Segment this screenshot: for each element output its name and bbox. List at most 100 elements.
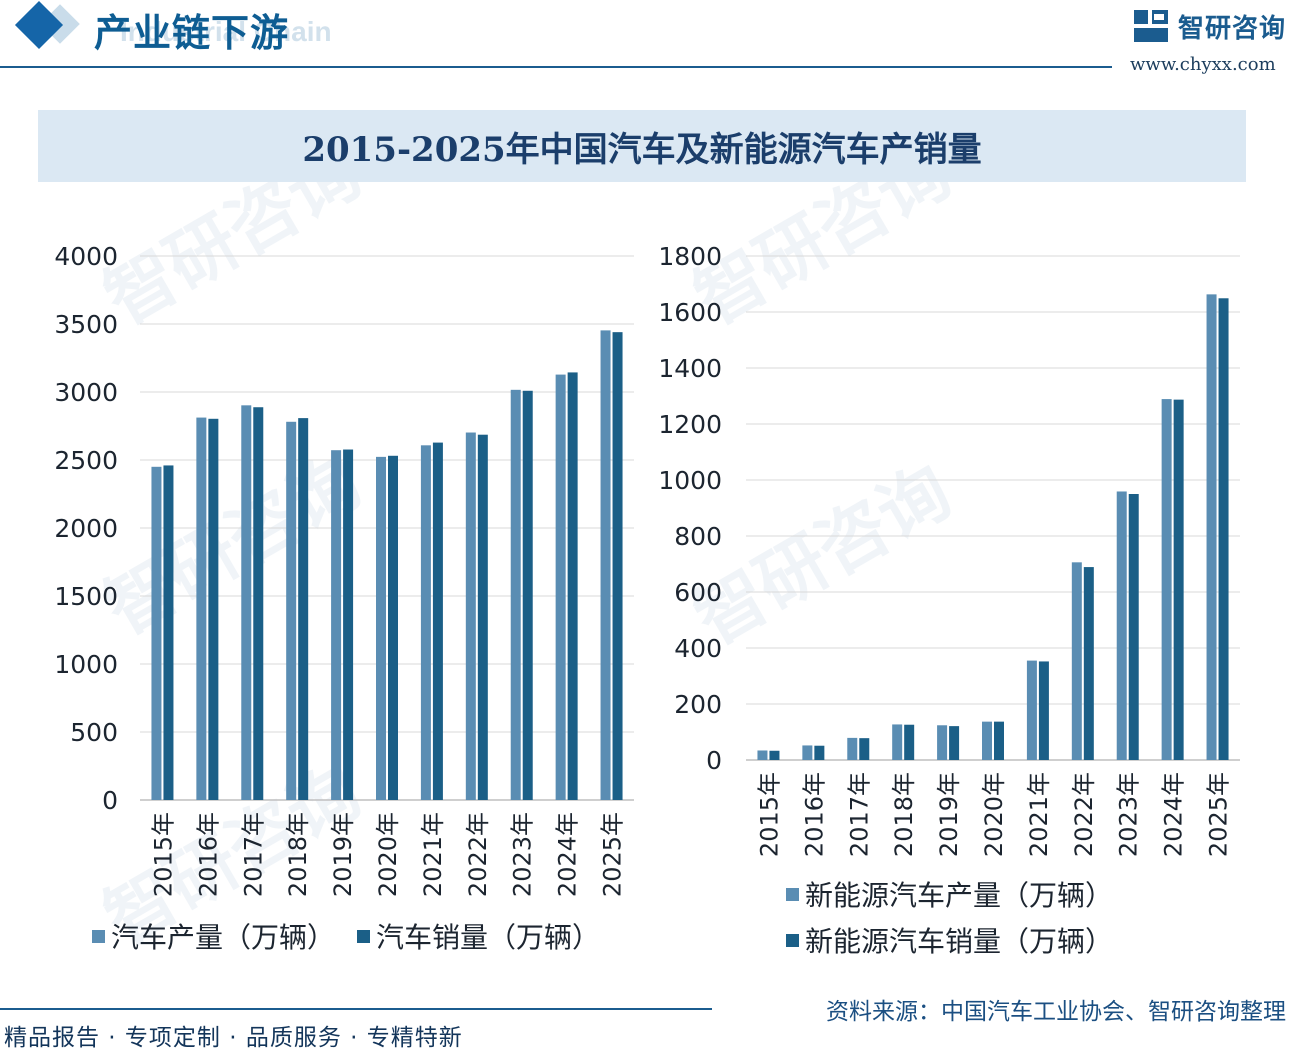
legend-right-production: 新能源汽车产量（万辆） [786, 874, 1113, 914]
legend-swatch-sales [786, 933, 799, 947]
footer-tagline: 精品报告 · 专项定制 · 品质服务 · 专精特新 [4, 1025, 463, 1051]
bar-sales [477, 434, 488, 800]
bar-sales [163, 465, 174, 800]
x-tick-label: 2022年 [1070, 772, 1098, 857]
bar-production [241, 405, 252, 800]
y-tick-label: 1000 [658, 466, 722, 495]
y-tick-label: 1600 [658, 298, 722, 327]
y-tick-label: 1000 [54, 650, 118, 679]
x-tick-label: 2016年 [800, 772, 828, 857]
y-tick-label: 600 [674, 578, 722, 607]
bar-production [757, 750, 768, 760]
legend-label: 汽车销量（万辆） [376, 921, 601, 954]
logo-text: 智研咨询 [1178, 14, 1287, 44]
legend-right-sales: 新能源汽车销量（万辆） [786, 920, 1113, 960]
y-tick-label: 2000 [54, 514, 118, 543]
x-tick-label: 2017年 [845, 772, 873, 857]
bar-production [937, 725, 948, 760]
x-tick-label: 2021年 [1025, 772, 1053, 857]
y-tick-label: 0 [706, 746, 722, 775]
y-tick-label: 200 [674, 690, 722, 719]
legend-label: 新能源汽车销量（万辆） [805, 925, 1114, 958]
bar-sales [1038, 661, 1049, 760]
x-tick-label: 2024年 [554, 812, 582, 897]
bar-production [376, 456, 386, 800]
bar-production [600, 330, 611, 800]
x-tick-label: 2019年 [935, 772, 963, 857]
bar-sales [388, 455, 398, 800]
legend-swatch-production [92, 929, 105, 943]
bar-production [982, 721, 992, 760]
y-tick-label: 3500 [54, 310, 118, 339]
y-tick-label: 800 [674, 522, 722, 551]
y-tick-label: 0 [102, 786, 118, 815]
x-tick-label: 2021年 [419, 812, 447, 897]
bar-sales [1128, 494, 1139, 760]
chart-title-band: 2015-2025年中国汽车及新能源汽车产销量 [38, 110, 1246, 182]
bar-sales [343, 449, 354, 800]
bar-production [802, 745, 813, 760]
bar-sales [567, 372, 578, 800]
bar-sales [298, 418, 309, 800]
bar-sales [904, 724, 915, 760]
section-title: 产业链下游 [94, 10, 290, 55]
x-tick-label: 2025年 [599, 812, 627, 897]
x-tick-label: 2023年 [509, 812, 537, 897]
x-tick-label: 2015年 [149, 812, 177, 897]
bar-sales [859, 738, 870, 760]
legend-label: 汽车产量（万辆） [111, 921, 336, 954]
bar-sales [432, 442, 443, 800]
legend-swatch-sales [357, 929, 371, 943]
legend-swatch-production [786, 887, 799, 901]
bar-sales [208, 418, 219, 800]
legend-label: 新能源汽车产量（万辆） [805, 879, 1114, 912]
x-tick-label: 2022年 [464, 812, 492, 897]
y-tick-label: 1500 [54, 582, 118, 611]
x-tick-label: 2020年 [980, 772, 1008, 857]
y-tick-label: 4000 [54, 242, 118, 271]
y-tick-label: 400 [674, 634, 722, 663]
x-tick-label: 2015年 [755, 772, 783, 857]
x-tick-label: 2024年 [1160, 772, 1188, 857]
bar-production [510, 389, 521, 800]
bar-production [892, 724, 903, 760]
bar-production [1206, 294, 1217, 760]
logo-url: www.chyxx.com [1130, 54, 1276, 75]
bar-sales [1083, 567, 1094, 760]
data-source: 资料来源：中国汽车工业协会、智研咨询整理 [826, 999, 1286, 1025]
bar-sales [769, 750, 780, 760]
bar-sales [994, 721, 1004, 760]
x-tick-label: 2019年 [329, 812, 357, 897]
bar-sales [522, 390, 533, 800]
bar-production [1116, 491, 1127, 760]
x-tick-label: 2023年 [1115, 772, 1143, 857]
y-tick-label: 500 [70, 718, 118, 747]
bar-production [286, 421, 297, 800]
bar-production [151, 466, 162, 800]
y-tick-label: 2500 [54, 446, 118, 475]
bar-sales [253, 407, 264, 800]
x-tick-label: 2017年 [239, 812, 267, 897]
bar-sales [1218, 298, 1229, 760]
bar-sales [1173, 399, 1184, 760]
bar-sales [949, 726, 960, 760]
y-tick-label: 3000 [54, 378, 118, 407]
bar-production [1161, 399, 1172, 760]
bar-production [847, 737, 858, 760]
x-tick-label: 2018年 [284, 812, 312, 897]
bar-production [1071, 562, 1082, 760]
bar-sales [814, 745, 825, 760]
chart-title: 2015-2025年中国汽车及新能源汽车产销量 [302, 129, 982, 170]
bar-production [420, 445, 431, 800]
y-tick-label: 1800 [658, 242, 722, 271]
y-tick-label: 1200 [658, 410, 722, 439]
legend-left: 汽车产量（万辆） 汽车销量（万辆） [92, 916, 600, 956]
x-tick-label: 2020年 [374, 812, 402, 897]
bar-production [465, 432, 476, 800]
x-tick-label: 2025年 [1205, 772, 1233, 857]
x-tick-label: 2016年 [194, 812, 222, 897]
bar-production [555, 374, 566, 800]
y-tick-label: 1400 [658, 354, 722, 383]
